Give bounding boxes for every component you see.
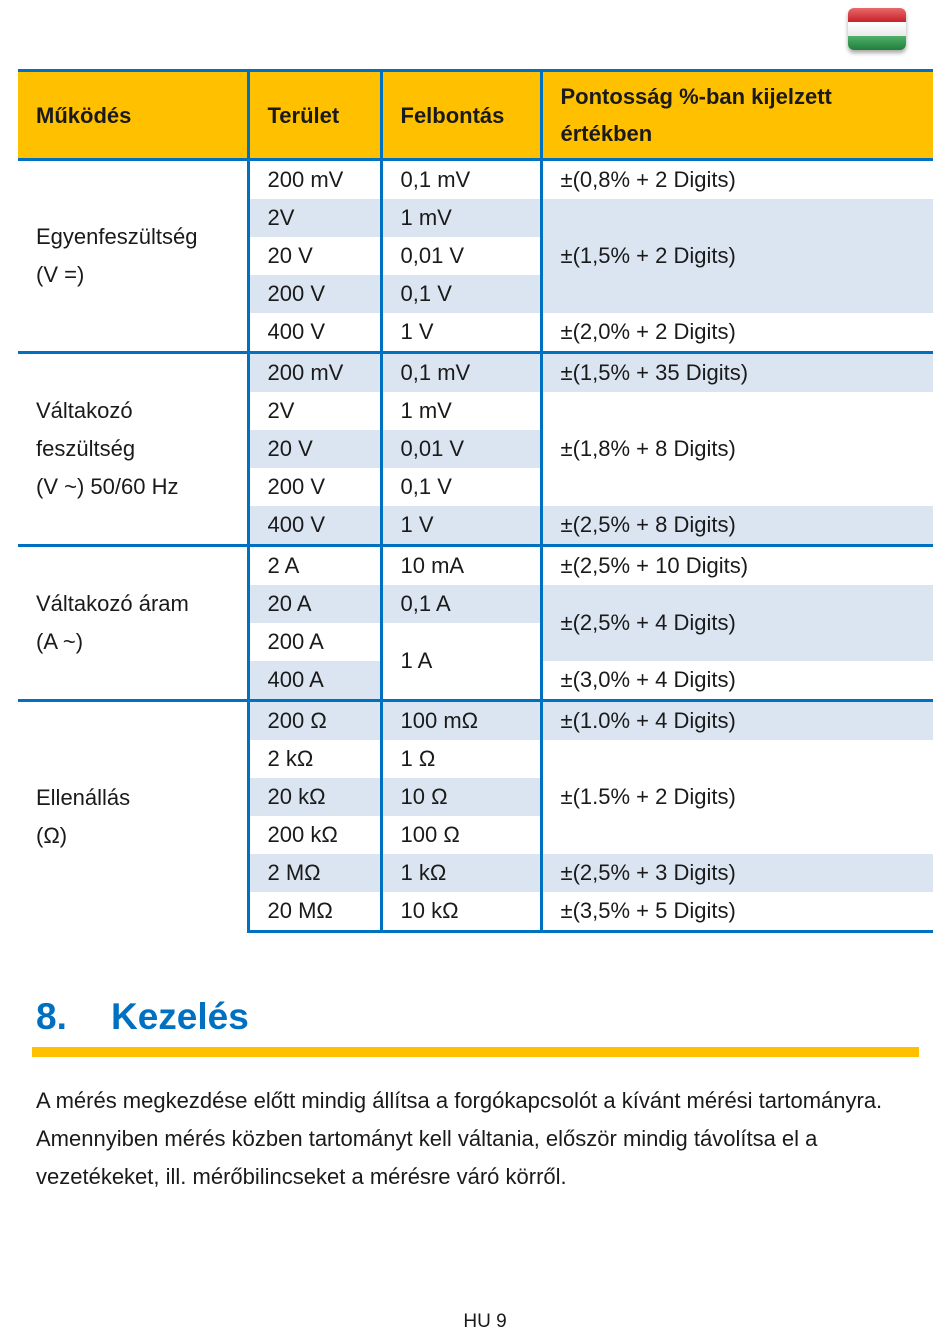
range-cell: 2 kΩ [246, 740, 381, 778]
table-row: 20 MΩ 10 kΩ ±(3,5% + 5 Digits) [18, 892, 933, 933]
table-row: 400 A ±(3,0% + 4 Digits) [18, 661, 933, 701]
range-cell: 20 V [246, 430, 381, 468]
resolution-cell: 1 V [379, 313, 541, 353]
function-symbol: (Ω) [36, 822, 68, 848]
accuracy-cell: ±(2,5% + 8 Digits) [539, 506, 933, 546]
table-row: 20 V 0,01 V [18, 430, 933, 468]
header-resolution: Felbontás [379, 69, 541, 161]
page-number: HU 9 [463, 1311, 507, 1332]
function-label: Váltakozó áram [36, 591, 189, 616]
resolution-cell: 0,1 V [379, 275, 541, 313]
range-cell: 400 V [246, 506, 381, 546]
resolution-cell: 0,1 A [379, 585, 541, 623]
range-cell: 200 Ω [246, 699, 381, 740]
resolution-cell: 10 kΩ [379, 892, 541, 933]
range-cell: 200 V [246, 275, 381, 313]
function-symbol: (V =) [36, 262, 85, 287]
accuracy-cell: ±(1,8% + 8 Digits) [539, 392, 933, 506]
resolution-cell: 1 A [379, 623, 541, 701]
range-cell: 200 mV [246, 158, 381, 199]
table-row: Ellenállás (Ω) 200 Ω 100 mΩ ±(1.0% + 4 D… [18, 699, 933, 932]
header-function: Működés [18, 69, 248, 161]
table-row: 20 kΩ 10 Ω [18, 778, 933, 816]
accuracy-cell: ±(2,0% + 2 Digits) [539, 313, 933, 353]
table-row: 2 kΩ 1 Ω ±(1.5% + 2 Digits) [18, 740, 933, 854]
resolution-cell: 1 V [379, 506, 541, 546]
table-row: 2V 1 mV ±(1,5% + 2 Digits) [18, 199, 933, 313]
resolution-cell: 10 mA [379, 544, 541, 585]
accuracy-cell: ±(1.0% + 4 Digits) [539, 699, 933, 740]
table-row: Egyenfeszültség (V =) 200 mV 0,1 mV ±(0,… [18, 158, 933, 353]
range-cell: 200 V [246, 468, 381, 506]
resolution-cell: 0,1 mV [379, 351, 541, 392]
table-row: Váltakozó áram (A ~) 2 A 10 mA ±(2,5% + … [18, 544, 933, 701]
accuracy-cell: ±(1.5% + 2 Digits) [539, 740, 933, 854]
function-label: feszültség [36, 436, 136, 461]
specification-table: Működés Terület Felbontás Pontosság %-ba… [18, 69, 933, 933]
resolution-cell: 1 mV [379, 199, 541, 237]
range-cell: 2 A [246, 544, 381, 585]
table-row: 400 V 1 V ±(2,0% + 2 Digits) [18, 313, 933, 353]
function-cell: Váltakozó áram (A ~) [18, 544, 248, 701]
hungarian-flag-icon [848, 8, 906, 50]
range-cell: 20 A [246, 585, 381, 623]
accuracy-cell: ±(1,5% + 2 Digits) [539, 199, 933, 313]
section-title: Kezelés [111, 996, 249, 1037]
function-label: Váltakozó [36, 398, 133, 423]
accuracy-cell: ±(2,5% + 4 Digits) [539, 585, 933, 661]
resolution-cell: 1 mV [379, 392, 541, 430]
header-range: Terület [246, 69, 381, 161]
range-cell: 2V [246, 392, 381, 430]
range-cell: 20 kΩ [246, 778, 381, 816]
resolution-cell: 1 kΩ [379, 854, 541, 892]
range-cell: 200 kΩ [246, 816, 381, 854]
function-cell: Egyenfeszültség (V =) [18, 158, 248, 353]
range-cell: 2 MΩ [246, 854, 381, 892]
resolution-cell: 0,1 V [379, 468, 541, 506]
table-row: 200 V 0,1 V [18, 468, 933, 506]
range-cell: 200 mV [246, 351, 381, 392]
resolution-cell: 0,01 V [379, 430, 541, 468]
range-cell: 20 V [246, 237, 381, 275]
resolution-cell: 100 mΩ [379, 699, 541, 740]
function-symbol: (A ~) [36, 629, 84, 654]
table-row: 200 kΩ 100 Ω [18, 816, 933, 854]
range-cell: 2V [246, 199, 381, 237]
range-cell: 400 A [246, 661, 381, 701]
resolution-cell: 0,1 mV [379, 158, 541, 199]
resolution-cell: 100 Ω [379, 816, 541, 854]
table-row: 200 A 1 A [18, 623, 933, 701]
section-heading: 8. Kezelés [36, 996, 249, 1038]
resolution-cell: 0,01 V [379, 237, 541, 275]
function-cell: Váltakozó feszültség (V ~) 50/60 Hz [18, 351, 248, 546]
range-cell: 200 A [246, 623, 381, 661]
function-symbol: (V ~) 50/60 Hz [36, 474, 179, 499]
function-cell: Ellenállás (Ω) [18, 699, 248, 932]
table-row: 2 MΩ 1 kΩ ±(2,5% + 3 Digits) [18, 854, 933, 892]
table-row: 20 V 0,01 V [18, 237, 933, 275]
accuracy-cell: ±(2,5% + 10 Digits) [539, 544, 933, 585]
body-paragraph: A mérés megkezdése előtt mindig állítsa … [36, 1088, 883, 1189]
range-cell: 20 MΩ [246, 892, 381, 933]
accuracy-cell: ±(3,5% + 5 Digits) [539, 892, 933, 933]
accuracy-cell: ±(2,5% + 3 Digits) [539, 854, 933, 892]
table-row: 2V 1 mV ±(1,8% + 8 Digits) [18, 392, 933, 506]
table-row: 200 V 0,1 V [18, 275, 933, 313]
heading-underline [32, 1047, 919, 1057]
table-row: 400 V 1 V ±(2,5% + 8 Digits) [18, 506, 933, 546]
accuracy-cell: ±(3,0% + 4 Digits) [539, 661, 933, 701]
accuracy-cell: ±(0,8% + 2 Digits) [539, 158, 933, 199]
header-accuracy: Pontosság %-ban kijelzett értékben [539, 69, 933, 161]
resolution-cell: 10 Ω [379, 778, 541, 816]
range-cell: 400 V [246, 313, 381, 353]
table-header-row: Működés Terület Felbontás Pontosság %-ba… [18, 69, 933, 161]
resolution-cell: 1 Ω [379, 740, 541, 778]
function-label: Ellenállás [36, 784, 131, 810]
function-label: Egyenfeszültség [36, 224, 198, 249]
table-row: Váltakozó feszültség (V ~) 50/60 Hz 200 … [18, 351, 933, 546]
accuracy-cell: ±(1,5% + 35 Digits) [539, 351, 933, 392]
table-row: 20 A 0,1 A ±(2,5% + 4 Digits) [18, 585, 933, 661]
section-number: 8. [36, 996, 67, 1037]
